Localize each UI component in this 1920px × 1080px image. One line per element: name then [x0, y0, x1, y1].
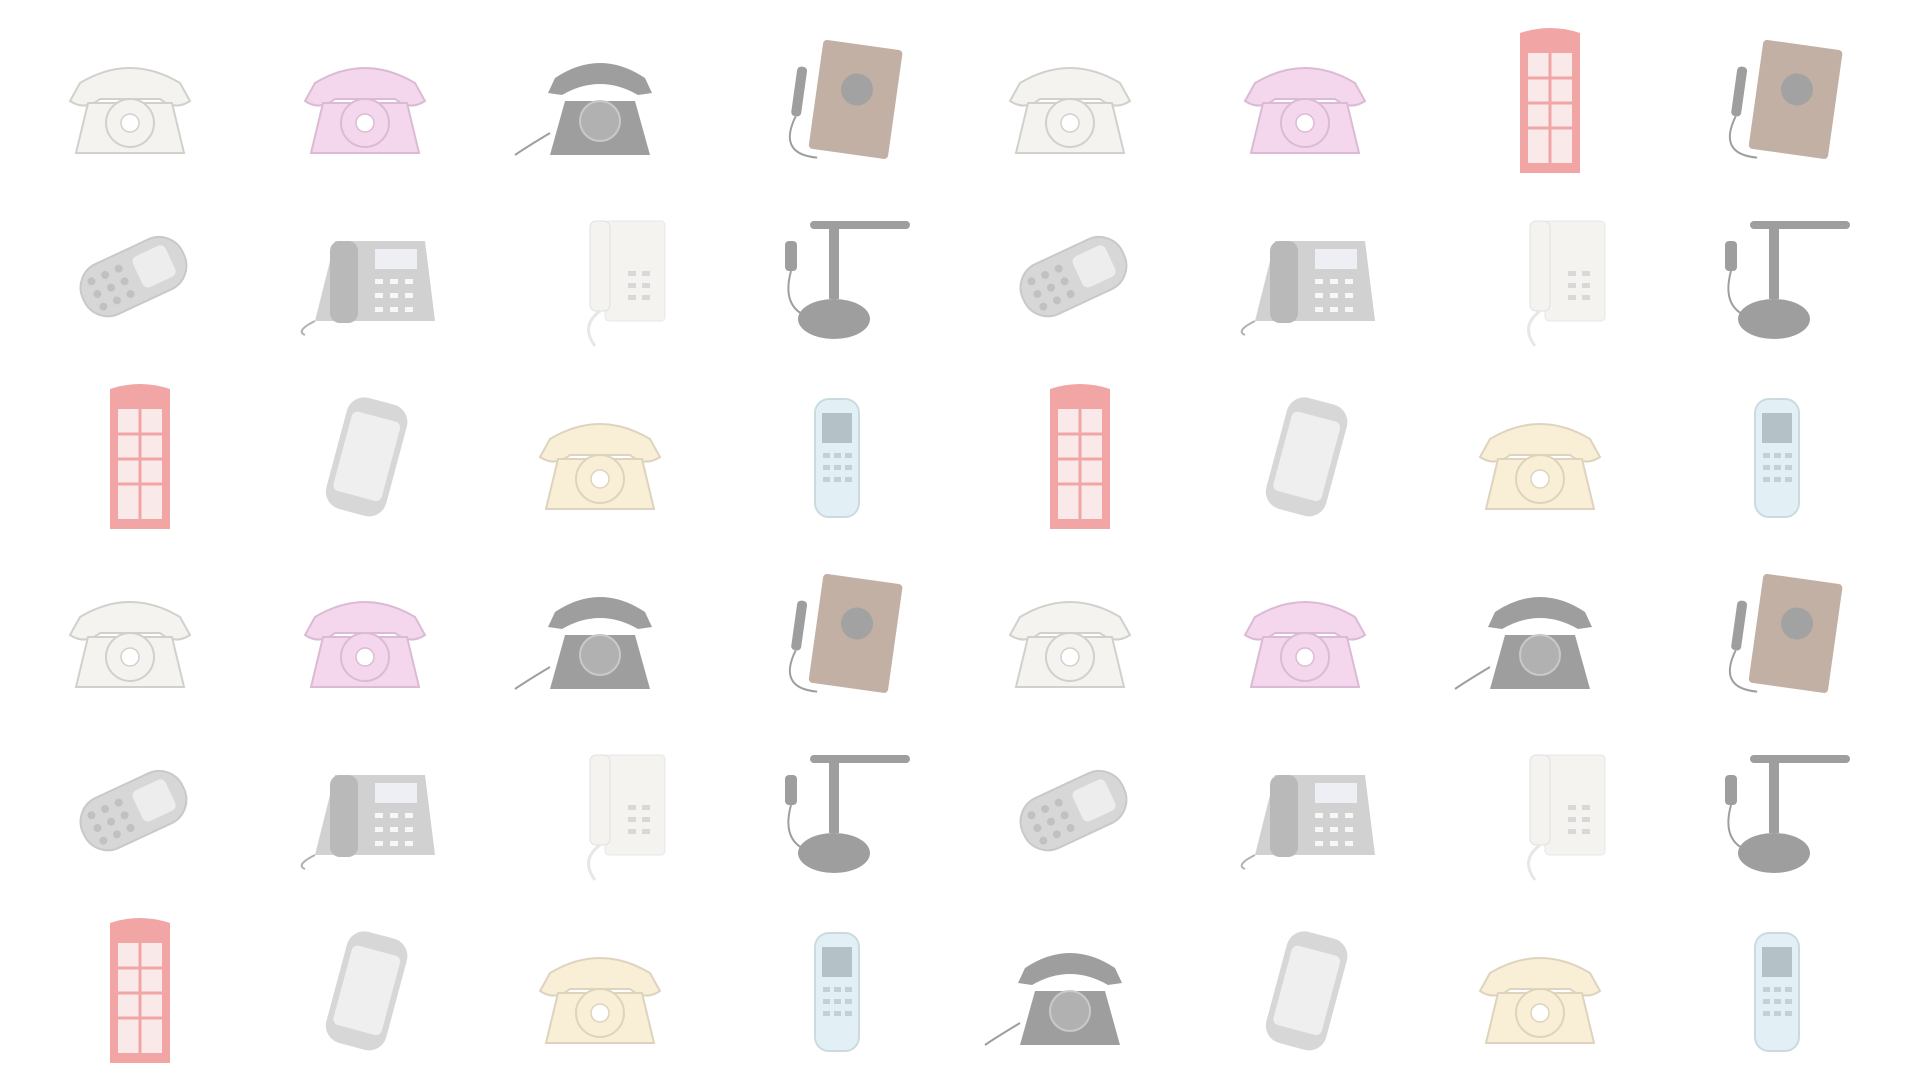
candlestick-phone-icon [1675, 196, 1875, 356]
rotary-cream-phone-icon [500, 908, 700, 1068]
red-phone-booth-icon [970, 374, 1170, 534]
touch-smartphone-icon [1205, 374, 1405, 534]
wooden-wall-phone-icon [1675, 18, 1875, 178]
candybar-mobile-phone-icon [30, 196, 230, 356]
office-ip-phone-icon [265, 730, 465, 890]
rotary-pink-phone-icon [265, 18, 465, 178]
wooden-wall-phone-icon [735, 18, 935, 178]
white-wall-phone-icon [1440, 730, 1640, 890]
slim-mobile-phone-icon [735, 374, 935, 534]
rotary-cream-phone-icon [500, 374, 700, 534]
candlestick-phone-icon [735, 730, 935, 890]
office-ip-phone-icon [1205, 196, 1405, 356]
candlestick-phone-icon [1675, 730, 1875, 890]
rotary-cream-phone-icon [1440, 374, 1640, 534]
black-desk-phone-icon [500, 18, 700, 178]
rotary-pink-phone-icon [1205, 552, 1405, 712]
candybar-mobile-phone-icon [970, 196, 1170, 356]
rotary-white-phone-icon [30, 552, 230, 712]
white-wall-phone-icon [1440, 196, 1640, 356]
rotary-pink-phone-icon [265, 552, 465, 712]
office-ip-phone-icon [265, 196, 465, 356]
wooden-wall-phone-icon [735, 552, 935, 712]
rotary-white-phone-icon [30, 18, 230, 178]
rotary-cream-phone-icon [1440, 908, 1640, 1068]
black-desk-phone-icon [1440, 552, 1640, 712]
rotary-white-phone-icon [970, 18, 1170, 178]
white-wall-phone-icon [500, 730, 700, 890]
wooden-wall-phone-icon [1675, 552, 1875, 712]
red-phone-booth-icon [30, 908, 230, 1068]
candybar-mobile-phone-icon [30, 730, 230, 890]
slim-mobile-phone-icon [735, 908, 935, 1068]
slim-mobile-phone-icon [1675, 374, 1875, 534]
white-wall-phone-icon [500, 196, 700, 356]
touch-smartphone-icon [265, 374, 465, 534]
touch-smartphone-icon [1205, 908, 1405, 1068]
red-phone-booth-icon [1440, 18, 1640, 178]
candlestick-phone-icon [735, 196, 935, 356]
office-ip-phone-icon [1205, 730, 1405, 890]
rotary-pink-phone-icon [1205, 18, 1405, 178]
touch-smartphone-icon [265, 908, 465, 1068]
black-desk-phone-icon [500, 552, 700, 712]
candybar-mobile-phone-icon [970, 730, 1170, 890]
black-desk-phone-icon [970, 908, 1170, 1068]
red-phone-booth-icon [30, 374, 230, 534]
rotary-white-phone-icon [970, 552, 1170, 712]
slim-mobile-phone-icon [1675, 908, 1875, 1068]
